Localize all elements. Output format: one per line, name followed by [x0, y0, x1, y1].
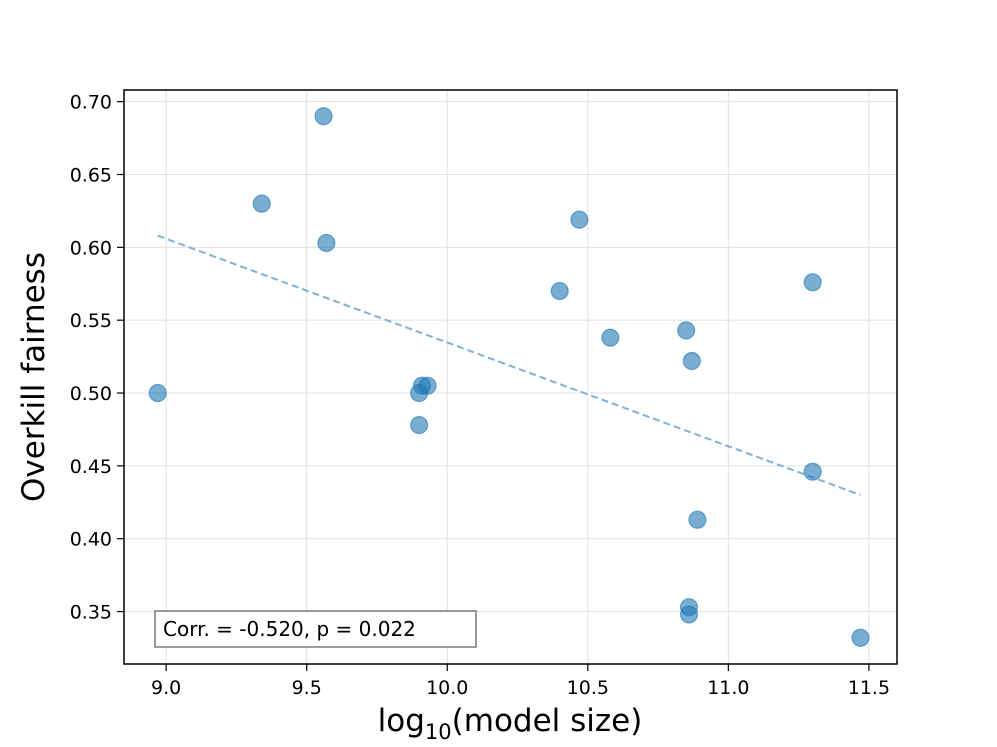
- x-tick-label: 11.0: [707, 677, 749, 699]
- data-point: [682, 351, 701, 371]
- y-tick-label: 0.40: [70, 529, 112, 551]
- y-tick-label: 0.45: [70, 456, 112, 478]
- y-axis-ticks: 0.35 0.40 0.45 0.50 0.55 0.60 0.65 0.70: [70, 92, 124, 624]
- data-point: [410, 415, 429, 435]
- data-point: [803, 273, 822, 292]
- data-point: [252, 194, 271, 213]
- data-point: [550, 281, 569, 301]
- y-tick-label: 0.55: [70, 310, 112, 332]
- y-tick-label: 0.60: [70, 237, 112, 259]
- data-point: [418, 376, 437, 395]
- data-points: [148, 107, 870, 647]
- data-point: [148, 383, 167, 403]
- y-tick-label: 0.65: [70, 164, 112, 186]
- x-tick-label: 10.5: [567, 677, 609, 699]
- plot-area-frame: [123, 89, 898, 665]
- data-point: [679, 605, 699, 624]
- data-point: [314, 107, 333, 126]
- data-point: [688, 510, 707, 529]
- data-point: [677, 321, 696, 340]
- y-tick-label: 0.50: [70, 383, 112, 405]
- data-point: [601, 328, 620, 347]
- data-point: [851, 628, 870, 647]
- data-point: [570, 210, 589, 229]
- annotation-text: Corr. = -0.520, p = 0.022: [163, 617, 416, 641]
- x-tick-label: 10.0: [426, 677, 468, 699]
- y-tick-label: 0.35: [70, 602, 112, 624]
- y-tick-label: 0.70: [70, 92, 112, 114]
- data-point: [317, 233, 336, 253]
- x-axis-label: log10(model size): [378, 703, 643, 744]
- grid: [124, 90, 897, 664]
- trendline: [157, 234, 861, 496]
- y-axis-label: Overkill fairness: [16, 252, 52, 502]
- correlation-annotation: Corr. = -0.520, p = 0.022: [154, 610, 477, 648]
- x-tick-label: 9.0: [151, 677, 181, 699]
- x-tick-label: 11.5: [848, 677, 890, 699]
- x-axis-ticks: 9.0 9.5 10.0 10.5 11.0 11.5: [151, 664, 890, 699]
- data-point: [803, 462, 822, 481]
- annotation-box: [154, 610, 477, 648]
- trendline-layer: [157, 234, 861, 496]
- x-tick-label: 9.5: [292, 677, 322, 699]
